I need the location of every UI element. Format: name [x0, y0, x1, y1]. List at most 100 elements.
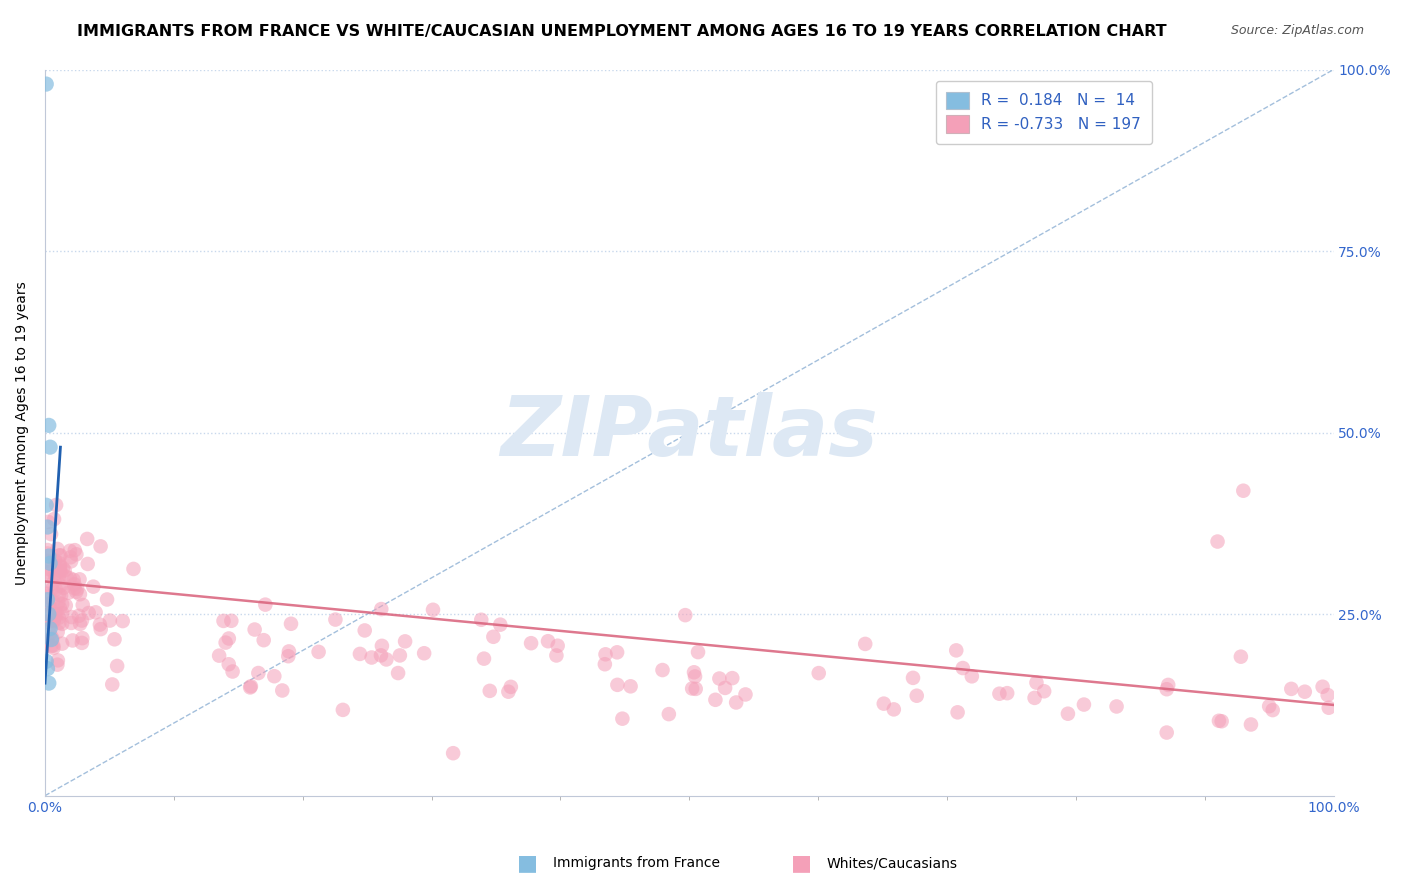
Point	[70, 636, 93, 650]
Point	[46, 607, 69, 622]
Point	[38, 418, 60, 433]
Point	[37, 615, 59, 629]
Point	[41, 582, 63, 596]
Point	[1073, 698, 1095, 712]
Point	[1261, 703, 1284, 717]
Point	[499, 680, 522, 694]
Text: Immigrants from France: Immigrants from France	[553, 856, 720, 871]
Point	[45, 607, 67, 622]
Point	[221, 665, 243, 679]
Point	[38, 568, 60, 582]
Point	[76, 557, 98, 571]
Point	[37, 566, 59, 580]
Point	[63, 581, 86, 595]
Point	[39, 627, 62, 641]
Point	[853, 637, 876, 651]
Point	[960, 669, 983, 683]
Point	[807, 666, 830, 681]
Point	[721, 671, 744, 685]
Point	[681, 681, 703, 696]
Point	[883, 702, 905, 716]
Point	[37, 606, 59, 620]
Point	[59, 571, 82, 585]
Point	[394, 634, 416, 648]
Point	[48, 556, 70, 570]
Point	[35, 498, 58, 512]
Point	[48, 611, 70, 625]
Point	[89, 617, 111, 632]
Point	[55, 570, 77, 584]
Point	[239, 679, 262, 693]
Point	[239, 681, 262, 695]
Legend: R =  0.184   N =  14, R = -0.733   N = 197: R = 0.184 N = 14, R = -0.733 N = 197	[935, 81, 1152, 144]
Point	[60, 554, 83, 568]
Point	[1316, 688, 1339, 702]
Point	[38, 607, 60, 622]
Point	[901, 671, 924, 685]
Point	[48, 564, 70, 578]
Point	[1024, 690, 1046, 705]
Text: Source: ZipAtlas.com: Source: ZipAtlas.com	[1230, 24, 1364, 37]
Point	[1105, 699, 1128, 714]
Point	[76, 532, 98, 546]
Point	[686, 645, 709, 659]
Point	[84, 605, 107, 619]
Point	[247, 666, 270, 681]
Point	[422, 603, 444, 617]
Point	[70, 614, 93, 628]
Point	[1258, 699, 1281, 714]
Point	[946, 706, 969, 720]
Point	[413, 646, 436, 660]
Point	[42, 640, 65, 655]
Point	[214, 635, 236, 649]
Text: IMMIGRANTS FROM FRANCE VS WHITE/CAUCASIAN UNEMPLOYMENT AMONG AGES 16 TO 19 YEARS: IMMIGRANTS FROM FRANCE VS WHITE/CAUCASIA…	[77, 24, 1167, 39]
Point	[658, 707, 681, 722]
Point	[537, 634, 560, 648]
Point	[35, 654, 58, 668]
Point	[59, 543, 82, 558]
Point	[673, 608, 696, 623]
Point	[48, 615, 70, 630]
Point	[41, 576, 63, 591]
Point	[520, 636, 543, 650]
Point	[212, 614, 235, 628]
Point	[37, 543, 59, 558]
Point	[48, 596, 70, 610]
Point	[370, 648, 392, 663]
Point	[1279, 681, 1302, 696]
Point	[945, 643, 967, 657]
Point	[1156, 725, 1178, 739]
Point	[90, 622, 112, 636]
Point	[41, 632, 63, 646]
Point	[42, 613, 65, 627]
Text: ZIPatlas: ZIPatlas	[501, 392, 879, 473]
Point	[105, 659, 128, 673]
Point	[651, 663, 673, 677]
Point	[709, 672, 731, 686]
Point	[46, 653, 69, 667]
Point	[39, 613, 62, 627]
Point	[221, 614, 243, 628]
Point	[360, 650, 382, 665]
Point	[277, 649, 299, 664]
Point	[714, 681, 737, 695]
Point	[546, 648, 568, 663]
Point	[370, 602, 392, 616]
Point	[49, 560, 72, 574]
Point	[62, 633, 84, 648]
Point	[593, 657, 616, 672]
Point	[52, 581, 75, 595]
Point	[39, 440, 62, 454]
Point	[45, 498, 67, 512]
Point	[353, 624, 375, 638]
Point	[111, 614, 134, 628]
Point	[62, 573, 84, 587]
Point	[612, 712, 634, 726]
Point	[208, 648, 231, 663]
Point	[277, 644, 299, 658]
Point	[1317, 700, 1340, 714]
Point	[387, 666, 409, 681]
Point	[82, 580, 104, 594]
Point	[1025, 675, 1047, 690]
Point	[332, 703, 354, 717]
